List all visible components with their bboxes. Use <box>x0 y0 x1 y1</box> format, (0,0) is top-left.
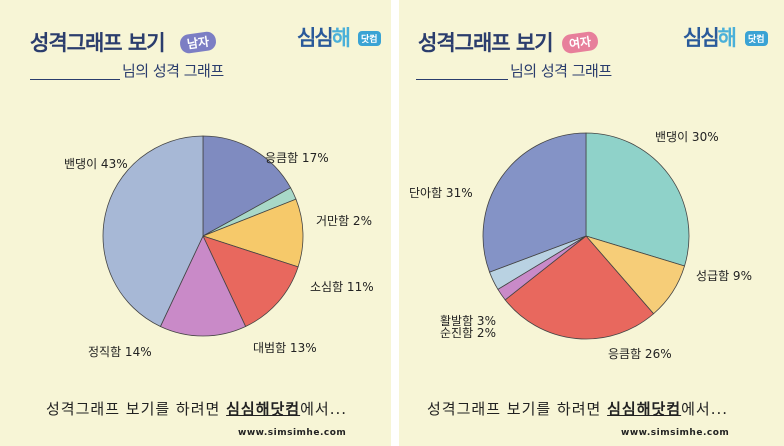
pie-slice <box>504 235 655 340</box>
slice-label: 밴댕이 43% <box>64 157 128 171</box>
footer-post: 에서... <box>300 400 348 418</box>
female-panel: 성격그래프 보기 여자 심심해 닷컴 님의 성격 그래프 밴댕이 30% 성급함 … <box>399 0 784 446</box>
brand-main: 심심 <box>297 26 334 50</box>
slice-label: 정직함 14% <box>88 345 152 359</box>
brand-hae: 해 <box>717 26 737 50</box>
footer-url: www.simsimhe.com <box>621 428 730 438</box>
pie-slice <box>159 235 247 337</box>
brand-logo: 심심해 <box>297 22 351 52</box>
brand-main: 심심 <box>683 26 720 50</box>
pie-chart-female: 밴댕이 30% 성급함 9% 응큼함 26% 순진함 2%활발함 3% 단아함 31% <box>409 130 752 361</box>
footer-accent: 심심해닷컴 <box>607 400 682 418</box>
footer-text: 성격그래프 보기를 하려면 심심해닷컴에서... <box>427 398 728 419</box>
brand-badge: 닷컴 <box>358 31 381 46</box>
footer-post: 에서... <box>681 400 729 418</box>
panel-title: 성격그래프 보기 <box>30 31 166 55</box>
slice-label: 성급함 9% <box>696 269 752 283</box>
footer-text: 성격그래프 보기를 하려면 심심해닷컴에서... <box>46 398 347 419</box>
panel-subtitle: 님의 성격 그래프 <box>122 62 224 80</box>
slice-label: 밴댕이 30% <box>655 130 719 144</box>
name-blank-line <box>30 79 120 80</box>
slice-label: 소심함 11% <box>310 280 374 294</box>
slice-label: 대범함 13% <box>253 341 317 355</box>
footer-pre: 성격그래프 보기를 하려면 <box>427 400 608 418</box>
slice-label: 순진함 2% <box>440 326 496 340</box>
brand-logo: 심심해 <box>683 22 737 52</box>
slice-label: 거만함 2% <box>316 214 372 228</box>
slice-label: 활발함 3% <box>440 314 496 328</box>
pie-slice <box>202 135 292 237</box>
brand-hae: 해 <box>331 26 351 50</box>
footer-pre: 성격그래프 보기를 하려면 <box>46 400 227 418</box>
slice-label: 단아함 31% <box>409 186 473 200</box>
male-panel: 성격그래프 보기 남자 심심해 닷컴 님의 성격 그래프 응큼함 17% 거만함 … <box>0 0 391 446</box>
pie-slice <box>202 235 299 328</box>
pie-slice <box>201 198 304 268</box>
slice-label: 응큼함 17% <box>265 151 329 165</box>
footer-url: www.simsimhe.com <box>238 428 347 438</box>
name-blank-line <box>416 79 508 80</box>
slice-label: 응큼함 26% <box>608 347 672 361</box>
pie-slice <box>585 132 690 267</box>
pie-slice <box>102 135 204 328</box>
footer-accent: 심심해닷컴 <box>226 400 301 418</box>
panel-subtitle: 님의 성격 그래프 <box>510 62 612 80</box>
panel-title: 성격그래프 보기 <box>418 31 554 55</box>
brand-badge: 닷컴 <box>745 31 768 46</box>
pie-slice <box>482 132 587 273</box>
pie-chart-male: 응큼함 17% 거만함 2% 소심함 11% 대범함 13% 정직함 14% 밴댕이 43… <box>64 135 374 359</box>
